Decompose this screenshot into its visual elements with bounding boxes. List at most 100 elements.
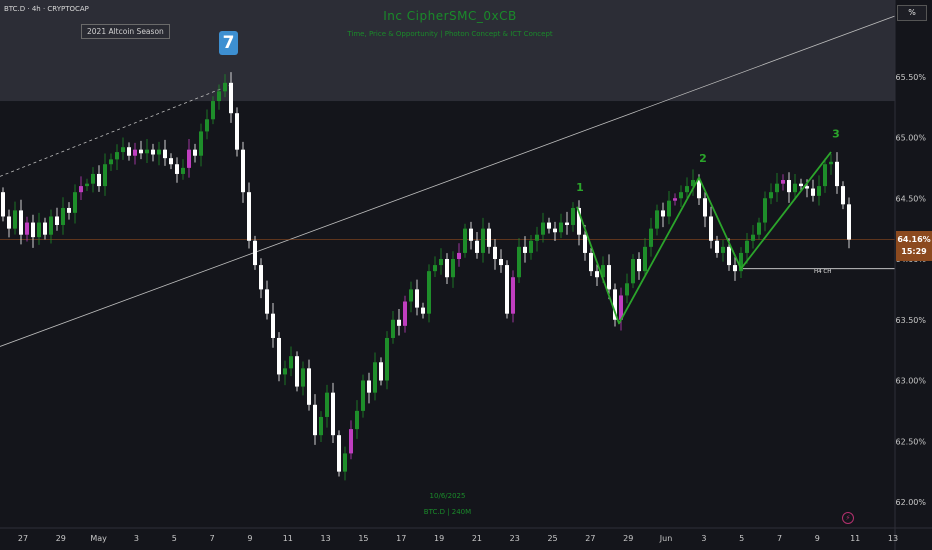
candle-body	[511, 277, 515, 314]
candle-body	[139, 149, 143, 154]
trendline-dashed	[0, 84, 231, 177]
candle-body	[253, 240, 257, 266]
candle-body	[619, 295, 623, 320]
candle-body	[157, 149, 161, 155]
candle-body	[43, 222, 47, 235]
candle-body	[277, 337, 281, 375]
candle-body	[121, 147, 125, 153]
x-tick-label: May	[90, 534, 107, 543]
candle-body	[391, 319, 395, 338]
candle-body	[199, 131, 203, 156]
candle-body	[109, 159, 113, 165]
candle-body	[403, 301, 407, 326]
x-tick-label: 5	[172, 534, 177, 543]
candle-body	[733, 265, 737, 272]
candle-body	[505, 265, 509, 314]
candle-body	[151, 149, 155, 155]
candle-body	[361, 380, 365, 411]
candle-body	[661, 210, 665, 217]
candle-body	[283, 368, 287, 375]
candle-body	[469, 228, 473, 241]
x-tick-label: 15	[358, 534, 368, 543]
candle-body	[193, 149, 197, 156]
candle-body	[715, 240, 719, 253]
candle-body	[793, 183, 797, 193]
candle-body	[343, 453, 347, 472]
candle-body	[145, 149, 149, 154]
candle-body	[289, 356, 293, 369]
candle-body	[625, 283, 629, 296]
x-tick-label: 21	[472, 534, 482, 543]
y-tick-label: 62.00%	[895, 498, 926, 507]
candle-body	[247, 192, 251, 241]
candle-body	[703, 198, 707, 217]
candle-body	[763, 198, 767, 223]
candle-body	[835, 161, 839, 187]
candle-body	[685, 186, 689, 193]
y-tick-label: 65.00%	[895, 134, 926, 143]
candle-body	[205, 119, 209, 132]
candle-body	[295, 356, 299, 387]
candle-body	[817, 186, 821, 196]
candle-body	[421, 307, 425, 314]
candle-body	[727, 246, 731, 266]
candle-body	[367, 380, 371, 393]
candle-body	[673, 198, 677, 201]
x-tick-label: Jun	[659, 534, 673, 543]
tradingview-logo-icon[interactable]: ⚡	[842, 512, 854, 524]
season-annotation: 2021 Altcoin Season	[81, 24, 170, 39]
candle-body	[613, 289, 617, 320]
candle-body	[433, 265, 437, 272]
x-tick-label: 3	[134, 534, 139, 543]
candle-body	[37, 222, 41, 238]
wave-label-1: 1	[576, 181, 584, 194]
candle-body	[697, 180, 701, 199]
candle-body	[235, 113, 239, 150]
candle-body	[319, 416, 323, 436]
candle-body	[307, 368, 311, 405]
candle-body	[163, 149, 167, 159]
candle-body	[493, 246, 497, 259]
candle-body	[355, 410, 359, 430]
candle-body	[313, 404, 317, 436]
candle-body	[229, 82, 233, 114]
x-tick-label: 9	[815, 534, 820, 543]
candle-body	[739, 252, 743, 272]
x-tick-label: 29	[56, 534, 66, 543]
candle-body	[499, 259, 503, 266]
y-tick-label: 62.50%	[895, 437, 926, 446]
x-tick-label: 27	[18, 534, 28, 543]
candle-body	[241, 149, 245, 193]
candle-body	[559, 222, 563, 233]
candle-body	[13, 210, 17, 229]
candle-body	[349, 429, 353, 454]
supply-zone	[0, 0, 895, 102]
candle-body	[643, 246, 647, 272]
candle-body	[595, 271, 599, 278]
candle-body	[709, 216, 713, 241]
candle-body	[691, 180, 695, 187]
candle-body	[475, 240, 479, 253]
candle-body	[217, 91, 221, 102]
candle-body	[589, 252, 593, 272]
candle-body	[841, 186, 845, 205]
x-tick-label: 27	[585, 534, 595, 543]
candle-body	[409, 289, 413, 302]
candle-body	[529, 240, 533, 253]
x-tick-label: 17	[396, 534, 406, 543]
x-tick-label: 13	[321, 534, 331, 543]
candle-body	[829, 161, 833, 165]
candle-body	[649, 228, 653, 247]
candle-body	[631, 259, 635, 284]
candle-body	[415, 289, 419, 308]
y-tick-label: 64.50%	[895, 194, 926, 203]
candle-body	[571, 207, 575, 225]
candle-body	[547, 222, 551, 229]
candle-body	[523, 246, 527, 253]
percent-scale-button[interactable]: %	[897, 5, 927, 21]
candle-body	[67, 207, 71, 213]
watermark-symbol: BTC.D | 240M	[423, 508, 472, 516]
candle-body	[181, 167, 185, 174]
